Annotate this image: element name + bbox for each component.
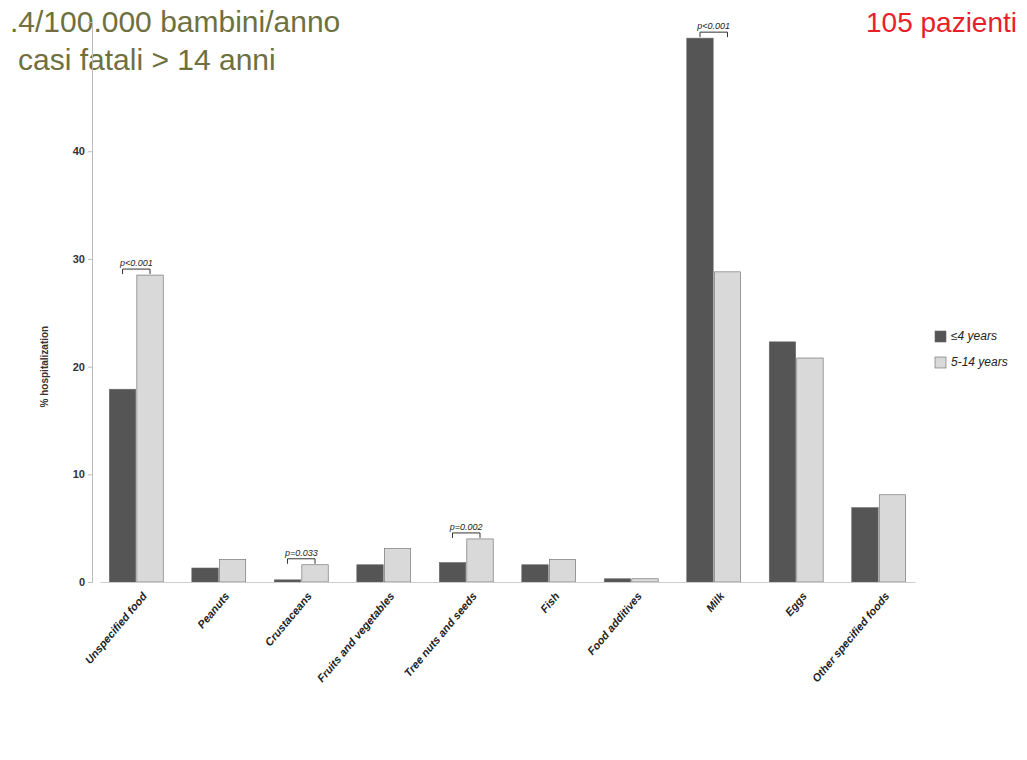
bar bbox=[852, 508, 878, 582]
x-tick: Tree nuts and seeds bbox=[402, 582, 479, 679]
significance-bracket bbox=[453, 533, 480, 538]
y-tick-label: 20 bbox=[73, 361, 85, 373]
significance-bracket bbox=[288, 559, 315, 564]
bar bbox=[797, 358, 823, 582]
x-tick: Crustaceans bbox=[262, 582, 314, 648]
x-tick-label: Crustaceans bbox=[262, 590, 314, 648]
bars bbox=[109, 38, 905, 582]
x-tick: Food additives bbox=[585, 582, 644, 657]
x-axis: Unspecified food Peanuts CrustaceansFruits… bbox=[83, 582, 916, 684]
significance-label: p<0.001 bbox=[696, 21, 730, 31]
x-tick-label: Tree nuts and seeds bbox=[402, 590, 479, 679]
bar bbox=[632, 579, 658, 582]
legend-swatch bbox=[935, 357, 946, 368]
legend-swatch bbox=[935, 331, 946, 342]
y-tick: 20 bbox=[73, 361, 92, 373]
bar bbox=[687, 38, 713, 582]
y-tick-label: 30 bbox=[73, 253, 85, 265]
significance-label: p=0.002 bbox=[449, 522, 483, 532]
x-tick: Unspecified food bbox=[83, 582, 150, 666]
x-tick: Fish bbox=[538, 582, 562, 615]
legend: ≤4 years 5-14 years bbox=[935, 329, 1008, 369]
y-tick-mark bbox=[88, 582, 92, 583]
x-tick-label: Food additives bbox=[585, 590, 644, 657]
bar bbox=[769, 342, 795, 582]
bar bbox=[137, 275, 163, 582]
x-tick-label: Other specified foods bbox=[810, 590, 892, 684]
significance-bracket bbox=[700, 32, 727, 37]
y-tick-label: 40 bbox=[73, 145, 85, 157]
chart: .4/100.000 bambini/anno casi fatali > 14 … bbox=[0, 0, 1027, 760]
bar bbox=[274, 580, 300, 582]
y-tick-mark bbox=[88, 151, 92, 152]
y-tick: 10 bbox=[73, 468, 92, 480]
x-tick: Eggs bbox=[783, 582, 809, 618]
x-tick-label: Milk bbox=[704, 589, 728, 614]
bar bbox=[549, 559, 575, 582]
significance-label: p=0.033 bbox=[284, 548, 318, 558]
significance-bracket bbox=[123, 269, 150, 274]
bar bbox=[219, 559, 245, 582]
bar bbox=[879, 495, 905, 582]
bar bbox=[714, 272, 740, 582]
bar bbox=[439, 563, 465, 582]
bar bbox=[384, 549, 410, 582]
y-tick: 0 bbox=[79, 576, 92, 588]
bar bbox=[109, 389, 135, 582]
bar bbox=[604, 579, 630, 582]
y-tick: 40 bbox=[73, 145, 92, 157]
legend-label: 5-14 years bbox=[951, 355, 1008, 369]
y-axis-line bbox=[88, 23, 93, 583]
x-tick: Peanuts bbox=[195, 582, 232, 630]
y-axis: 0 10 20 30 40 bbox=[73, 23, 93, 589]
x-tick-label: Peanuts bbox=[195, 590, 232, 630]
x-tick-label: Fruits and vegetables bbox=[315, 590, 397, 684]
significance: p<0.001 p=0.033 p=0.002 p<0.001 bbox=[119, 21, 730, 564]
y-tick: 30 bbox=[73, 253, 92, 265]
y-axis-title: % hospitalization bbox=[39, 326, 50, 408]
legend-label: ≤4 years bbox=[951, 329, 997, 343]
y-tick-label: 10 bbox=[73, 468, 85, 480]
x-axis-line bbox=[101, 582, 916, 583]
x-tick: Milk bbox=[704, 582, 728, 614]
bar bbox=[302, 565, 328, 582]
y-tick-mark bbox=[88, 259, 92, 260]
x-tick-label: Fish bbox=[538, 590, 562, 615]
bar bbox=[467, 539, 493, 582]
annotation: casi fatali > 14 anni bbox=[18, 43, 276, 76]
annotation: 105 pazienti bbox=[866, 7, 1017, 38]
y-tick-mark bbox=[88, 474, 92, 475]
x-tick-label: Unspecified food bbox=[83, 590, 150, 666]
significance-label: p<0.001 bbox=[119, 258, 153, 268]
annotation: .4/100.000 bambini/anno bbox=[10, 5, 340, 38]
x-tick-label: Eggs bbox=[783, 590, 809, 618]
y-tick-label: 0 bbox=[79, 576, 85, 588]
x-tick: Fruits and vegetables bbox=[315, 582, 397, 684]
y-tick-mark bbox=[88, 367, 92, 368]
bar bbox=[192, 568, 218, 582]
x-tick: Other specified foods bbox=[810, 582, 892, 684]
bar bbox=[357, 565, 383, 582]
bar bbox=[522, 565, 548, 582]
